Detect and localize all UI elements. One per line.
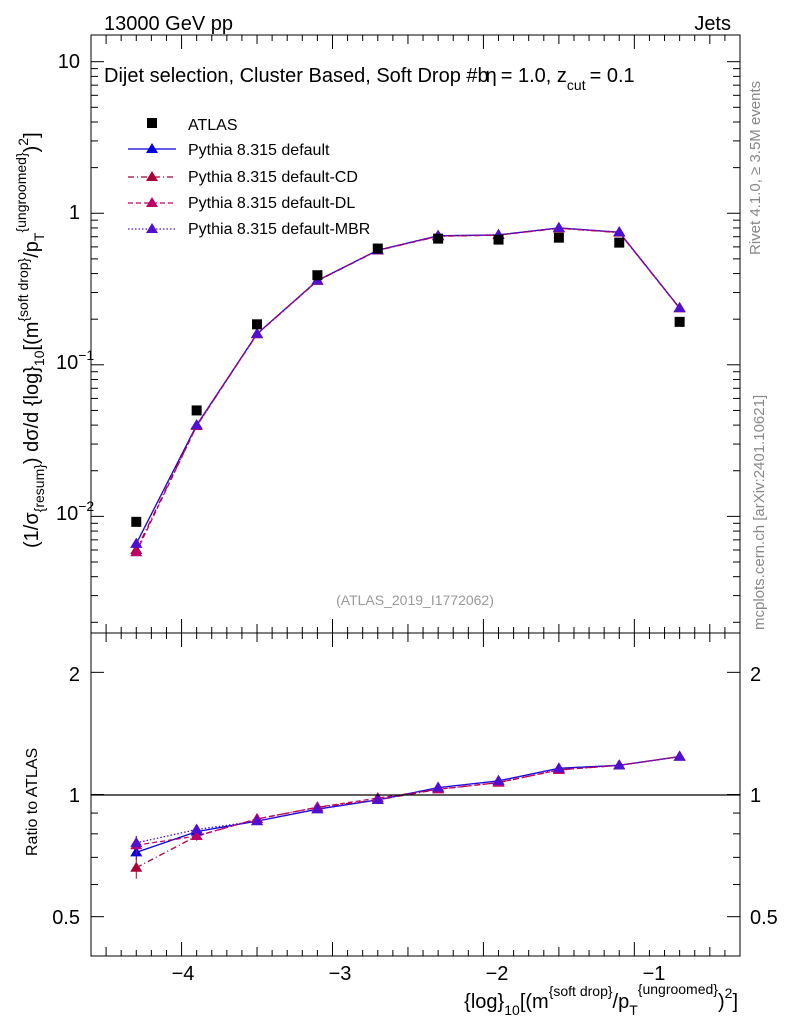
ratio-marker-3-8 xyxy=(613,759,626,770)
legend-marker-cd xyxy=(146,171,158,181)
atlas-point-9 xyxy=(674,316,685,327)
legend-label-dl: Pythia 8.315 default-DL xyxy=(188,195,355,212)
ratio-marker-3-3 xyxy=(311,803,324,814)
ratio-marker-2-1 xyxy=(190,830,203,841)
ratio-y-label-0.5-left: 0.5 xyxy=(52,907,80,929)
y-tick-base-0.1: 10 xyxy=(56,352,78,374)
ratio-line-0 xyxy=(136,755,680,854)
ratio-marker-3-6 xyxy=(492,774,505,785)
atlas-point-6 xyxy=(493,234,504,245)
legend-marker-default xyxy=(146,143,158,153)
ratio-y-label-0.5-right: 0.5 xyxy=(750,907,778,929)
y-tick-label-10: 10 xyxy=(58,51,80,73)
ratio-marker-3-4 xyxy=(371,793,384,804)
ratio-axis-ticks xyxy=(91,633,740,957)
ratio-line-2 xyxy=(136,755,680,846)
ratio-y-label-2-right: 2 xyxy=(750,664,761,686)
atlas-point-4 xyxy=(372,243,383,254)
main-marker-4-1 xyxy=(190,419,203,430)
rivet-version-label: Rivet 4.1.0, ≥ 3.5M events xyxy=(747,81,764,255)
y-tick-label-0.1: 10−1 xyxy=(56,347,94,374)
y-tick-exp-0.01: −2 xyxy=(78,498,94,514)
atlas-point-2 xyxy=(252,319,263,330)
ratio-marker-3-2 xyxy=(251,815,264,826)
ratio-y-tick-labels: 2 1 0.5 2 1 0.5 xyxy=(52,664,778,929)
legend-label-default: Pythia 8.315 default xyxy=(188,142,330,159)
main-marker-4-9 xyxy=(673,302,686,313)
y-tick-label-0.01: 10−2 xyxy=(56,498,94,525)
x-tick-labels: −4 −3 −2 −1 xyxy=(172,963,666,985)
atlas-point-7 xyxy=(553,232,564,243)
x-tick-label-neg2: −2 xyxy=(486,963,509,985)
ratio-series-layer xyxy=(130,750,686,879)
chart-title: Dijet selection, Cluster Based, Soft Dro… xyxy=(104,65,635,93)
y-tick-label-1: 1 xyxy=(69,202,80,224)
y-tick-exp-0.1: −1 xyxy=(78,347,94,363)
legend-marker-atlas xyxy=(147,118,157,128)
main-y-tick-labels: 10 1 10−1 10−2 xyxy=(56,51,94,525)
atlas-point-0 xyxy=(131,516,142,527)
legend-marker-mbr xyxy=(146,223,158,233)
legend-label-cd: Pythia 8.315 default-CD xyxy=(188,169,358,186)
x-tick-label-neg4: −4 xyxy=(172,963,195,985)
main-marker-4-8 xyxy=(613,226,626,237)
ratio-marker-3-0 xyxy=(130,836,143,847)
atlas-point-3 xyxy=(312,270,323,281)
analysis-watermark: (ATLAS_2019_I1772062) xyxy=(336,592,494,608)
legend-marker-dl xyxy=(146,197,158,207)
y-tick-base-0.01: 10 xyxy=(56,503,78,525)
x-axis-label: {log}10[(m{soft drop}/pT{ungroomed})2] xyxy=(464,981,738,1018)
ratio-y-label-1-left: 1 xyxy=(69,785,80,807)
main-marker-3-0 xyxy=(130,546,143,557)
ratio-marker-1-0 xyxy=(130,861,143,872)
atlas-point-1 xyxy=(191,405,202,416)
ratio-y-label-1-right: 1 xyxy=(750,785,761,807)
legend-label-mbr: Pythia 8.315 default-MBR xyxy=(188,221,370,238)
x-tick-label-neg1: −1 xyxy=(643,963,666,985)
ratio-line-3 xyxy=(136,755,680,844)
main-marker-4-0 xyxy=(130,537,143,548)
main-line-3 xyxy=(135,227,681,553)
ratio-y-axis-label: Ratio to ATLAS xyxy=(24,748,41,856)
x-tick-label-neg3: −3 xyxy=(329,963,352,985)
main-axis-ticks xyxy=(91,35,740,633)
ratio-line-1 xyxy=(135,755,680,869)
ratio-y-label-2-left: 2 xyxy=(69,664,80,686)
legend: ATLAS Pythia 8.315 default Pythia 8.315 … xyxy=(128,117,370,238)
main-line-1 xyxy=(135,227,681,544)
mcplots-label: mcplots.cern.ch [arXiv:2401.10621] xyxy=(751,395,768,630)
ratio-marker-3-5 xyxy=(432,781,445,792)
main-line-2 xyxy=(135,227,681,551)
ratio-marker-3-1 xyxy=(190,823,203,834)
ratio-marker-3-9 xyxy=(673,750,686,761)
header-process: Jets xyxy=(694,13,731,35)
main-y-axis-label: (1/σ{resum}) dσ/d {log}10[(m{soft drop}/… xyxy=(13,132,47,548)
main-series-layer xyxy=(130,221,686,557)
legend-label-atlas: ATLAS xyxy=(188,117,238,134)
main-marker-4-7 xyxy=(552,221,565,232)
atlas-point-8 xyxy=(614,237,625,248)
header-energy: 13000 GeV pp xyxy=(104,13,233,35)
main-marker-4-2 xyxy=(251,327,264,338)
main-line-4 xyxy=(135,227,681,544)
ratio-marker-3-7 xyxy=(552,762,565,773)
atlas-point-5 xyxy=(433,233,444,244)
